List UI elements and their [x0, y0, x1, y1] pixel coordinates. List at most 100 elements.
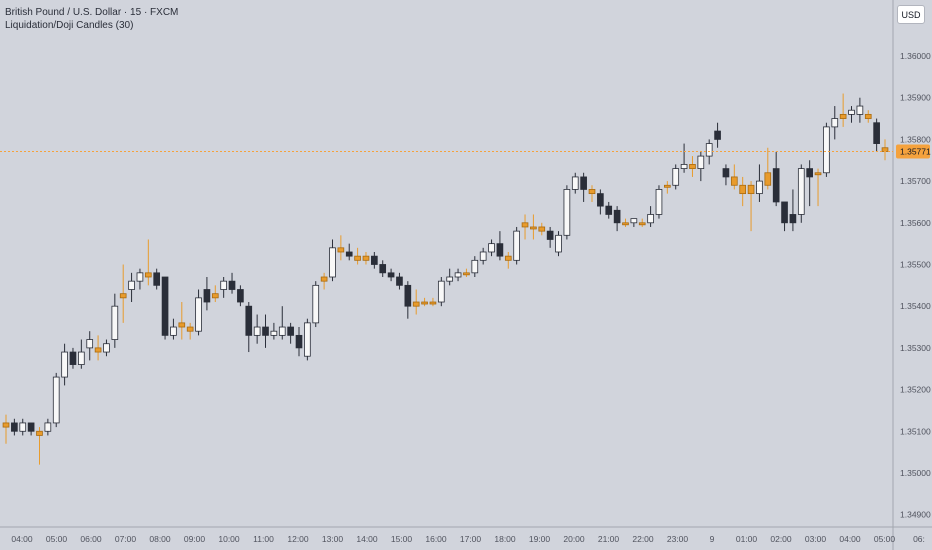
- candle-body: [203, 289, 211, 303]
- candle-body: [546, 230, 554, 240]
- candle: [873, 118, 880, 152]
- candle: [270, 322, 278, 340]
- candle: [2, 414, 10, 444]
- candle-body: [36, 430, 43, 436]
- price-tick-label: 1.35200: [900, 385, 931, 395]
- candle-body: [304, 322, 311, 357]
- candle: [195, 289, 202, 336]
- candle: [789, 189, 797, 232]
- candle: [304, 318, 311, 361]
- candle-body: [421, 301, 428, 305]
- time-axis[interactable]: 04:00 05:00 06:00 07:00 08:00 09:00 10:00 11:00…: [11, 534, 925, 544]
- candle: [203, 277, 211, 311]
- candle: [647, 206, 654, 227]
- candle: [454, 268, 462, 282]
- price-tick-label: 1.35600: [900, 218, 931, 228]
- candle-body: [136, 272, 144, 282]
- time-tick-label: 01:00: [736, 534, 758, 544]
- candle: [312, 281, 320, 328]
- candle: [588, 185, 596, 202]
- candle: [756, 164, 763, 202]
- time-tick-label: 11:00: [253, 534, 274, 544]
- indicator-label[interactable]: Liquidation/Doji Candles (30): [5, 20, 134, 31]
- candle: [354, 247, 361, 265]
- candle-body: [530, 226, 537, 230]
- candle: [446, 268, 454, 286]
- time-tick-label: 17:00: [460, 534, 482, 544]
- symbol-title[interactable]: British Pound / U.S. Dollar · 15 · FXCM: [5, 7, 179, 18]
- candle: [630, 218, 638, 227]
- candle: [764, 147, 772, 190]
- candle-body: [513, 230, 520, 261]
- candle: [136, 268, 144, 290]
- candle-body: [329, 247, 336, 278]
- time-tick-label: 14:00: [356, 534, 378, 544]
- candle-body: [739, 184, 747, 195]
- price-axis[interactable]: 1.36000 1.35900 1.35800 1.35700 1.35600 1.355…: [900, 51, 931, 520]
- candle: [739, 176, 747, 207]
- candle: [44, 418, 52, 436]
- currency-button[interactable]: USD: [897, 5, 925, 24]
- candle: [178, 302, 186, 340]
- candle: [638, 218, 646, 227]
- candle-body: [2, 422, 10, 428]
- candle-body: [27, 422, 35, 432]
- candle-body: [103, 343, 110, 353]
- time-tick-label: 02:00: [770, 534, 792, 544]
- candle: [396, 272, 403, 290]
- candle: [530, 214, 537, 240]
- candle: [262, 314, 269, 348]
- current-price-label: 1.35771: [900, 146, 931, 156]
- time-tick-label: 21:00: [598, 534, 620, 544]
- candle-body: [823, 126, 830, 174]
- time-tick-label: 06:00: [80, 534, 102, 544]
- candle: [412, 289, 420, 315]
- candle: [161, 276, 169, 340]
- candle-body: [471, 259, 479, 274]
- time-tick-label: 07:00: [115, 534, 137, 544]
- candle: [881, 139, 889, 161]
- candle-body: [605, 205, 613, 215]
- time-tick-label: 04:00: [839, 534, 861, 544]
- candle-body: [337, 247, 345, 253]
- candle: [680, 143, 688, 173]
- candle: [11, 418, 18, 436]
- candle-body: [153, 272, 161, 286]
- candle-body: [856, 105, 864, 115]
- time-tick-label: 05:00: [46, 534, 68, 544]
- candle-body: [747, 184, 755, 195]
- candle-body: [789, 214, 797, 224]
- candle-body: [496, 243, 504, 257]
- time-tick-label: 18:00: [494, 534, 516, 544]
- price-tick-label: 1.35300: [900, 343, 931, 353]
- time-tick-label: 06:: [913, 534, 925, 544]
- candle: [94, 335, 102, 361]
- candle: [86, 331, 94, 361]
- candle: [797, 164, 805, 223]
- candle-body: [714, 130, 721, 140]
- candle-body: [873, 122, 880, 144]
- candle: [555, 231, 562, 257]
- candle: [714, 122, 721, 148]
- candle: [772, 151, 780, 207]
- price-tick-label: 1.35100: [900, 426, 931, 436]
- candle: [471, 256, 479, 277]
- candle: [538, 222, 546, 236]
- candle: [379, 260, 387, 277]
- candle-body: [295, 334, 303, 349]
- candle-body: [580, 176, 587, 190]
- candle-body: [521, 222, 529, 228]
- candle-body: [262, 326, 269, 336]
- candle-body: [697, 155, 705, 169]
- candle: [278, 306, 286, 340]
- candle-body: [680, 164, 688, 169]
- candle: [521, 214, 529, 240]
- candle: [613, 206, 621, 232]
- candle-body: [538, 226, 546, 232]
- candle: [345, 243, 353, 261]
- candle-body: [94, 347, 102, 353]
- candle: [228, 272, 236, 294]
- candle-body: [454, 272, 462, 278]
- candle-body: [797, 168, 805, 215]
